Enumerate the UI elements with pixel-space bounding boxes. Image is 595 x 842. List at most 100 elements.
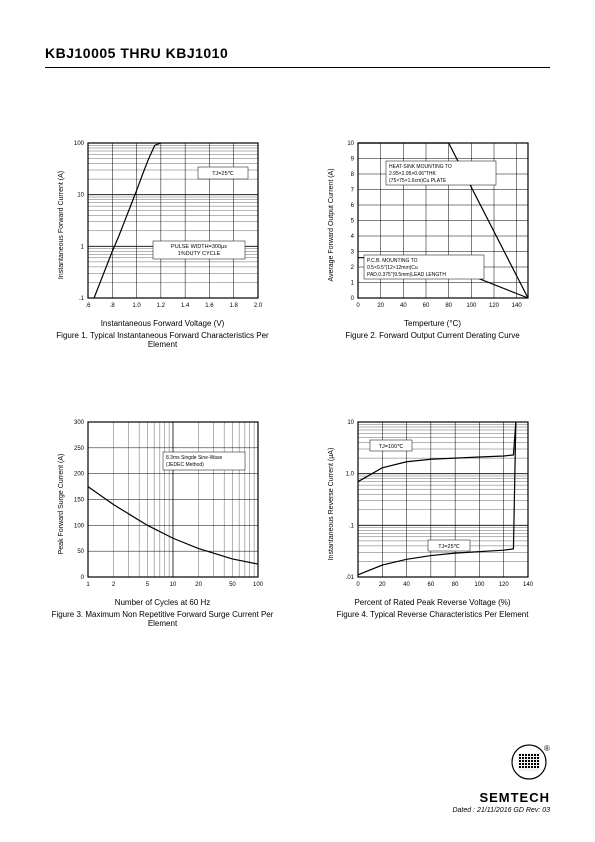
svg-text:.1: .1: [78, 296, 84, 302]
svg-text:.6: .6: [85, 303, 91, 309]
svg-text:10: 10: [347, 141, 354, 147]
fig4-caption: Figure 4. Typical Reverse Characteristic…: [337, 610, 529, 619]
svg-text:100: 100: [73, 523, 84, 529]
fig1-xlabel: Instantaneous Forward Voltage (V): [101, 319, 225, 328]
svg-text:P.C.B. MOUNTING TO: P.C.B. MOUNTING TO: [367, 258, 418, 264]
document-title: KBJ10005 THRU KBJ1010: [45, 45, 550, 61]
header-rule: [45, 67, 550, 68]
svg-text:20: 20: [195, 582, 202, 588]
svg-text:20: 20: [378, 582, 385, 588]
svg-text:8.3ms Singde Sine-Wase: 8.3ms Singde Sine-Wase: [166, 455, 222, 461]
svg-text:250: 250: [73, 446, 84, 452]
svg-text:1.8: 1.8: [229, 303, 238, 309]
svg-text:140: 140: [522, 582, 533, 588]
svg-text:2: 2: [350, 265, 354, 271]
svg-text:1%DUTY CYCLE: 1%DUTY CYCLE: [177, 251, 220, 257]
svg-text:PULSE WIDTH=300µs: PULSE WIDTH=300µs: [171, 244, 227, 250]
svg-text:1.4: 1.4: [180, 303, 189, 309]
svg-text:50: 50: [77, 549, 84, 555]
svg-text:1.0: 1.0: [345, 472, 354, 478]
svg-text:5: 5: [145, 582, 149, 588]
svg-text:40: 40: [403, 582, 410, 588]
svg-text:1.0: 1.0: [132, 303, 141, 309]
svg-text:50: 50: [229, 582, 236, 588]
svg-text:100: 100: [474, 582, 485, 588]
page-header: KBJ10005 THRU KBJ1010: [0, 0, 595, 76]
svg-text:60: 60: [427, 582, 434, 588]
svg-text:1: 1: [86, 582, 90, 588]
svg-text:20: 20: [377, 303, 384, 309]
svg-text:140: 140: [511, 303, 522, 309]
svg-text:100: 100: [73, 141, 84, 147]
svg-text:8: 8: [350, 172, 354, 178]
svg-text:®: ®: [544, 744, 550, 753]
svg-text:1.2: 1.2: [156, 303, 165, 309]
svg-text:2.0: 2.0: [253, 303, 262, 309]
svg-text:80: 80: [445, 303, 452, 309]
figure-4-svg: Instantaneous Reverse Current (µA) 02040…: [323, 414, 543, 594]
fig1-caption: Figure 1. Typical Instantaneous Forward …: [43, 331, 283, 349]
svg-text:(JEDEC Method): (JEDEC Method): [166, 462, 204, 468]
footer-date: Dated : 21/11/2016 GD Rev: 03: [452, 807, 550, 814]
svg-text:9: 9: [350, 157, 354, 163]
fig1-ylabel: Instantaneous Forward Current (A): [58, 171, 65, 279]
svg-text:150: 150: [73, 498, 84, 504]
logo-icon: ®: [508, 741, 550, 788]
svg-text:3: 3: [350, 250, 354, 256]
figure-2: Average Forward Output Current (A) 02040…: [313, 135, 553, 374]
svg-text:2: 2: [111, 582, 115, 588]
svg-text:1: 1: [350, 281, 354, 287]
charts-grid: Instantaneous Forward Current (A) .6 .8 1.…: [0, 135, 595, 653]
svg-text:2.95×2.95×0.06"THK: 2.95×2.95×0.06"THK: [389, 171, 436, 177]
chart-row-2: Peak Forward Surge Current (A) 1 2 5 10 20 50…: [0, 414, 595, 653]
figure-4: Instantaneous Reverse Current (µA) 02040…: [313, 414, 553, 653]
svg-text:HEAT-SINK MOUNTING TO: HEAT-SINK MOUNTING TO: [389, 164, 452, 170]
brand-name: SEMTECH: [452, 790, 550, 805]
fig3-xlabel: Number of Cycles at 60 Hz: [115, 598, 211, 607]
svg-text:.1: .1: [348, 523, 354, 529]
figure-1-svg: Instantaneous Forward Current (A) .6 .8 1.…: [53, 135, 273, 315]
svg-text:1.6: 1.6: [205, 303, 214, 309]
svg-text:TJ=25℃: TJ=25℃: [438, 544, 460, 550]
svg-text:60: 60: [422, 303, 429, 309]
fig2-xlabel: Temperture (°C): [404, 319, 461, 328]
svg-text:0: 0: [356, 582, 360, 588]
svg-text:5: 5: [350, 219, 354, 225]
svg-text:0: 0: [350, 296, 354, 302]
fig2-caption: Figure 2. Forward Output Current Deratin…: [345, 331, 519, 340]
svg-text:7: 7: [350, 188, 354, 194]
figure-1: Instantaneous Forward Current (A) .6 .8 1.…: [43, 135, 283, 374]
svg-text:200: 200: [73, 472, 84, 478]
svg-text:120: 120: [498, 582, 509, 588]
svg-text:PAD,0.375"(9.5mm)LEAD LENGTH: PAD,0.375"(9.5mm)LEAD LENGTH: [367, 272, 446, 278]
fig3-caption: Figure 3. Maximum Non Repetitive Forward…: [43, 610, 283, 628]
figure-3: Peak Forward Surge Current (A) 1 2 5 10 20 50…: [43, 414, 283, 653]
svg-text:120: 120: [488, 303, 499, 309]
svg-text:1: 1: [80, 244, 84, 250]
svg-text:0: 0: [356, 303, 360, 309]
svg-text:0: 0: [80, 575, 84, 581]
svg-text:.01: .01: [345, 575, 354, 581]
svg-text:TJ=100℃: TJ=100℃: [378, 444, 403, 450]
figure-2-svg: Average Forward Output Current (A) 02040…: [323, 135, 543, 315]
svg-text:(75×75×1.6cm)Cu PLATE: (75×75×1.6cm)Cu PLATE: [389, 178, 447, 184]
figure-3-svg: Peak Forward Surge Current (A) 1 2 5 10 20 50…: [53, 414, 273, 594]
svg-text:6: 6: [350, 203, 354, 209]
svg-text:10: 10: [347, 420, 354, 426]
page-footer: ® SEMTECH Dated : 21/11/2016 GD Rev: 03: [452, 741, 550, 814]
svg-text:300: 300: [73, 420, 84, 426]
svg-text:TJ=25℃: TJ=25℃: [212, 171, 234, 177]
svg-text:40: 40: [399, 303, 406, 309]
svg-text:10: 10: [169, 582, 176, 588]
svg-text:10: 10: [77, 193, 84, 199]
svg-text:100: 100: [252, 582, 263, 588]
svg-text:0.5×0.5"(12×12mm)Cu: 0.5×0.5"(12×12mm)Cu: [367, 265, 418, 271]
svg-text:.8: .8: [109, 303, 115, 309]
svg-text:80: 80: [451, 582, 458, 588]
fig4-xlabel: Percent of Rated Peak Reverse Voltage (%…: [354, 598, 510, 607]
chart-row-1: Instantaneous Forward Current (A) .6 .8 1.…: [0, 135, 595, 374]
svg-text:100: 100: [466, 303, 477, 309]
fig2-ylabel: Average Forward Output Current (A): [328, 168, 335, 281]
fig3-ylabel: Peak Forward Surge Current (A): [58, 454, 65, 555]
svg-text:4: 4: [350, 234, 354, 240]
